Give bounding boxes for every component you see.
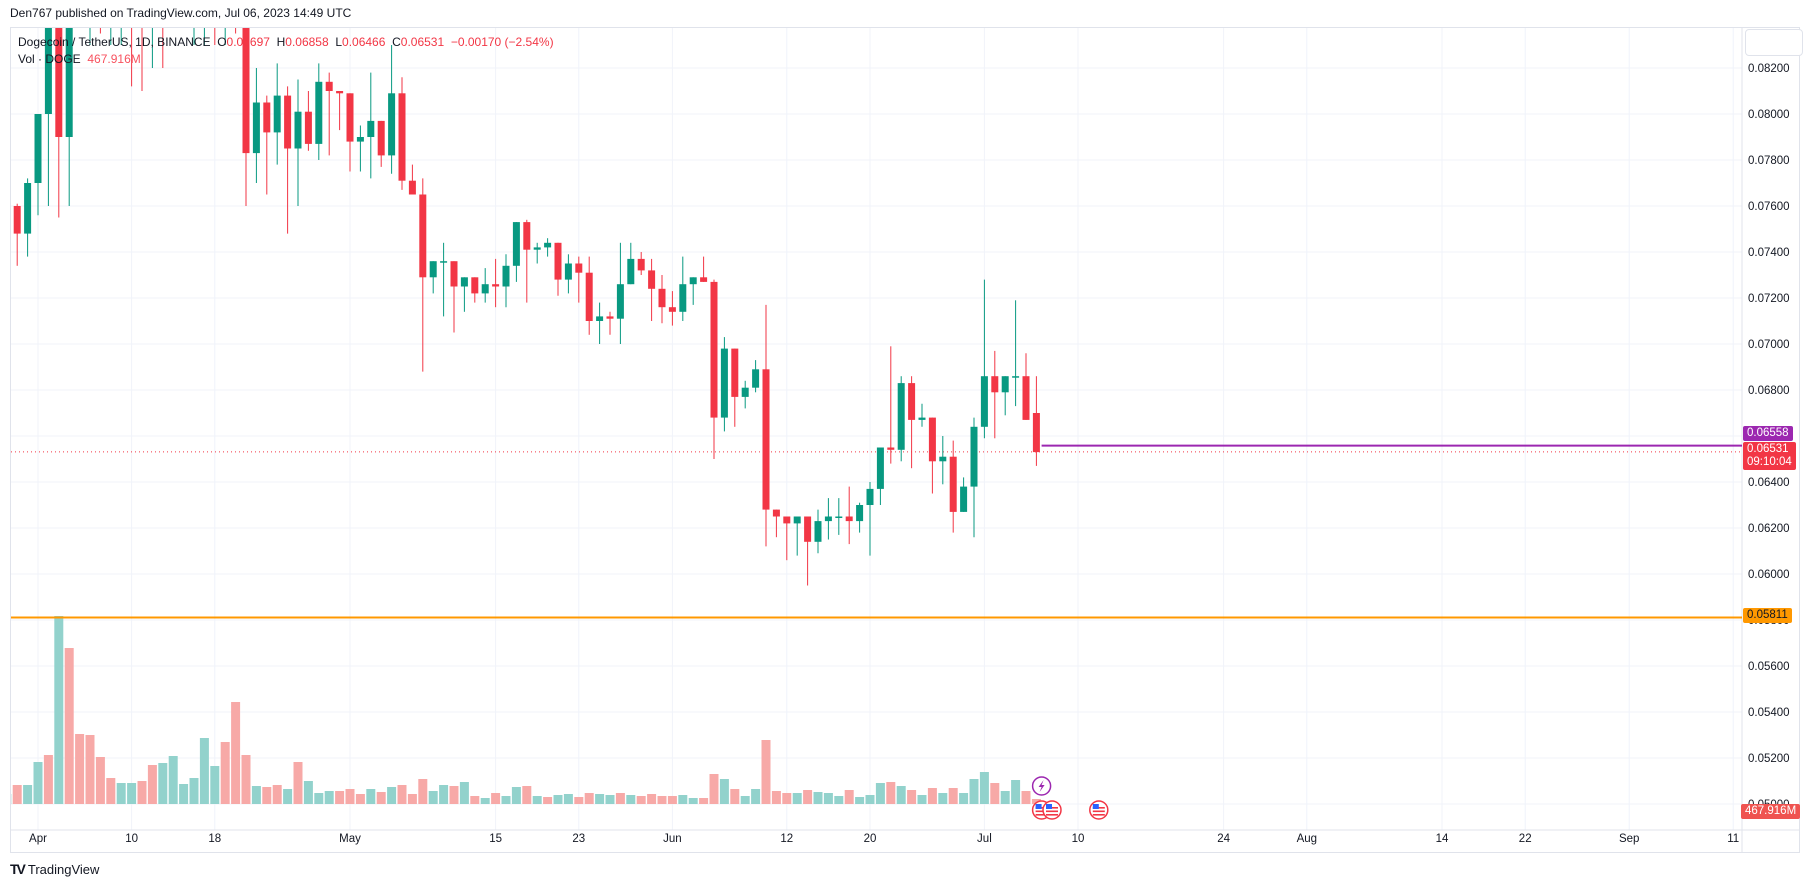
price-tick: 0.05400 <box>1748 707 1790 719</box>
price-tick: 0.07200 <box>1748 293 1790 305</box>
price-tick: 0.06400 <box>1748 477 1790 489</box>
purple-line-price-tag: 0.06558 <box>1743 426 1793 441</box>
footer-brand[interactable]: TV TradingView <box>10 861 99 877</box>
price-tick: 0.08200 <box>1748 63 1790 75</box>
time-axis[interactable]: Apr 10 18 May 15 23 Jun 12 20 Jul 10 24 Aug 14 22 Sep 11 <box>29 833 1739 845</box>
price-tick: 0.07800 <box>1748 155 1790 167</box>
settings-box[interactable] <box>1745 29 1803 56</box>
time-tick: 11 <box>1727 833 1739 845</box>
low-value: 0.06466 <box>342 35 386 49</box>
price-tick: 0.07600 <box>1748 201 1790 213</box>
symbol-name[interactable]: Dogecoin / TetherUS, 1D, BINANCE <box>18 35 211 49</box>
price-tick: 0.06800 <box>1748 385 1790 397</box>
bar-countdown: 09:10:04 <box>1747 456 1792 468</box>
current-price: 0.06531 <box>1747 443 1789 455</box>
horizontal-lines[interactable] <box>11 444 1742 619</box>
us-flag-icon[interactable] <box>1089 800 1109 820</box>
time-tick: 10 <box>1072 833 1085 845</box>
price-tick: 0.08000 <box>1748 109 1790 121</box>
time-tick: Sep <box>1619 833 1639 845</box>
time-tick: 14 <box>1436 833 1449 845</box>
price-tick: 0.07400 <box>1748 247 1790 259</box>
time-tick: May <box>339 833 361 845</box>
event-markers[interactable] <box>1031 776 1109 820</box>
price-tick: 0.07000 <box>1748 339 1790 351</box>
price-tick: 0.05200 <box>1748 753 1790 765</box>
change-value: −0.00170 (−2.54%) <box>450 35 554 49</box>
time-tick: 10 <box>125 833 138 845</box>
symbol-row: Dogecoin / TetherUS, 1D, BINANCE O0.0669… <box>18 35 554 49</box>
time-tick: Aug <box>1297 833 1317 845</box>
price-tick: 0.06200 <box>1748 523 1790 535</box>
brand-name: TradingView <box>27 861 100 877</box>
chart-legend: Dogecoin / TetherUS, 1D, BINANCE O0.0669… <box>18 34 554 68</box>
close-value: 0.06531 <box>400 35 445 49</box>
tradingview-logo-icon: TV <box>10 861 26 877</box>
price-tick: 0.05600 <box>1748 661 1790 673</box>
published-caption: Den767 published on TradingView.com, Jul… <box>10 6 352 20</box>
volume-value: 467.916M <box>87 52 141 66</box>
chart-frame <box>10 27 1800 853</box>
time-tick: Apr <box>29 833 47 845</box>
volume-bars <box>11 616 1041 804</box>
time-tick: 22 <box>1519 833 1532 845</box>
open-value: 0.06697 <box>226 35 270 49</box>
grid-lines <box>11 28 1800 852</box>
us-flag-icon[interactable] <box>1042 800 1062 820</box>
time-tick: 18 <box>208 833 221 845</box>
time-tick: 20 <box>864 833 877 845</box>
time-tick: 15 <box>489 833 502 845</box>
volume-row: Vol · DOGE 467.916M <box>18 51 554 68</box>
current-price-tag: 0.06531 09:10:04 <box>1743 442 1796 470</box>
time-tick: Jul <box>977 833 992 845</box>
time-tick: Jun <box>663 833 682 845</box>
time-tick: 23 <box>572 833 585 845</box>
time-tick: 24 <box>1217 833 1230 845</box>
time-tick: 12 <box>780 833 793 845</box>
volume-tag: 467.916M <box>1741 804 1801 819</box>
price-axis[interactable]: 0.08200 0.08000 0.07800 0.07600 0.07400 0.072… <box>1748 63 1790 811</box>
volume-label[interactable]: Vol · DOGE <box>18 52 81 66</box>
candlesticks <box>13 28 1040 586</box>
support-line-price-tag: 0.05811 <box>1743 608 1792 623</box>
high-value: 0.06858 <box>285 35 329 49</box>
price-tick: 0.06000 <box>1748 569 1790 581</box>
